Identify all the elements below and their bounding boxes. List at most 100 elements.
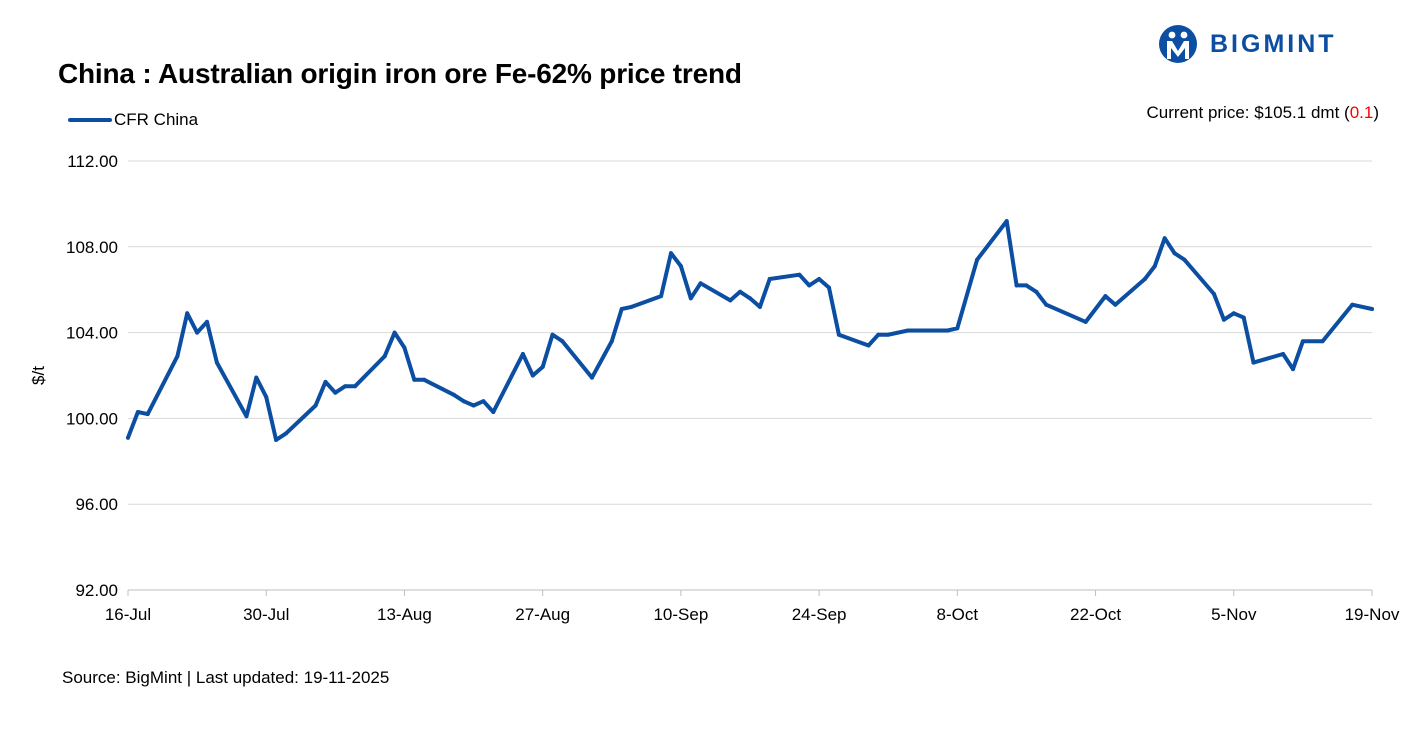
data-point: [1350, 302, 1355, 307]
data-point: [412, 377, 417, 382]
data-point: [1162, 236, 1167, 241]
data-point: [1152, 264, 1157, 269]
data-point: [540, 364, 545, 369]
data-point: [461, 399, 466, 404]
data-point: [1320, 339, 1325, 344]
y-tick-label: 92.00: [75, 581, 118, 600]
bigmint-logo-icon: [1159, 25, 1197, 63]
data-point: [1142, 277, 1147, 281]
data-point: [1241, 315, 1246, 320]
data-point: [1024, 283, 1029, 288]
data-point: [451, 392, 456, 397]
x-tick-label: 16-Jul: [105, 605, 151, 624]
data-point: [1251, 360, 1256, 365]
data-point: [945, 328, 950, 333]
current-price-suffix: ): [1373, 103, 1379, 122]
data-point: [886, 332, 891, 337]
data-point: [1034, 289, 1039, 294]
data-point: [550, 332, 555, 337]
data-point: [767, 277, 772, 281]
data-point: [481, 399, 486, 404]
data-point: [807, 283, 812, 288]
data-point: [382, 354, 387, 359]
legend: CFR China: [68, 110, 198, 130]
data-point: [906, 328, 910, 333]
data-point: [520, 352, 525, 356]
data-point: [530, 373, 535, 378]
data-point: [244, 414, 249, 419]
data-point: [402, 345, 407, 350]
data-point: [955, 326, 960, 331]
data-point: [333, 390, 338, 395]
data-point: [205, 319, 209, 324]
legend-label-cfr-china: CFR China: [114, 110, 199, 129]
data-point: [343, 384, 348, 389]
data-point: [836, 332, 841, 337]
x-tick-label: 22-Oct: [1070, 605, 1121, 624]
current-price-label: Current price: $105.1 dmt (: [1146, 103, 1350, 122]
data-point: [145, 412, 150, 417]
data-point: [698, 281, 703, 286]
y-tick-label: 112.00: [67, 152, 118, 171]
data-point: [1212, 292, 1216, 296]
data-point: [1044, 302, 1049, 307]
chart-title: China : Australian origin iron ore Fe-62…: [58, 58, 742, 89]
data-point: [214, 360, 219, 365]
x-tick-label: 30-Jul: [243, 605, 289, 624]
data-point: [1221, 317, 1226, 322]
data-point: [678, 264, 683, 269]
x-tick-label: 10-Sep: [653, 605, 708, 624]
data-point: [254, 375, 259, 380]
x-tick-label: 13-Aug: [377, 605, 432, 624]
x-tick-label: 19-Nov: [1345, 605, 1400, 624]
data-point: [323, 379, 328, 384]
data-point: [1103, 294, 1108, 299]
data-point: [491, 410, 496, 414]
data-point: [629, 304, 634, 309]
bigmint-logo-text: BIGMINT: [1210, 29, 1337, 58]
data-point: [353, 384, 358, 389]
y-tick-label: 96.00: [75, 495, 118, 514]
data-point: [876, 332, 881, 337]
grid: [128, 160, 1372, 591]
series: [126, 219, 1374, 442]
data-point: [748, 296, 752, 301]
data-point: [1113, 302, 1118, 307]
current-price: Current price: $105.1 dmt (0.1): [1147, 103, 1379, 123]
data-point: [1370, 307, 1374, 311]
data-point: [757, 304, 762, 309]
data-point: [619, 307, 624, 311]
y-tick-label: 104.00: [66, 324, 118, 343]
data-point: [590, 375, 594, 380]
y-axis-title: $/t: [29, 366, 48, 385]
y-tick-label: 100.00: [66, 409, 118, 428]
bigmint-logo: BIGMINT: [1158, 24, 1337, 64]
legend-swatch-cfr-china: [68, 118, 112, 122]
data-point: [688, 296, 693, 301]
data-point: [817, 277, 822, 281]
data-point: [659, 294, 664, 299]
axes: 92.00 96.00 100.00 104.00 108.00 112.00 16-Jul…: [29, 152, 1400, 624]
data-point: [1083, 319, 1088, 324]
data-point: [264, 394, 269, 399]
data-point: [195, 330, 200, 335]
data-point: [1231, 311, 1236, 316]
data-point: [975, 257, 980, 262]
data-point: [392, 330, 397, 335]
data-point: [827, 285, 831, 290]
data-point: [728, 298, 733, 303]
data-point: [609, 339, 614, 344]
data-point: [1182, 257, 1187, 262]
x-tick-label: 5-Nov: [1211, 605, 1257, 624]
data-point: [797, 272, 802, 277]
data-point: [284, 431, 288, 436]
data-point: [135, 410, 140, 414]
data-point: [560, 339, 565, 344]
data-point: [126, 435, 130, 440]
data-point: [738, 289, 743, 294]
x-tick-label: 24-Sep: [792, 605, 847, 624]
data-point: [175, 354, 180, 359]
data-point: [1004, 219, 1009, 224]
data-point: [313, 403, 318, 408]
